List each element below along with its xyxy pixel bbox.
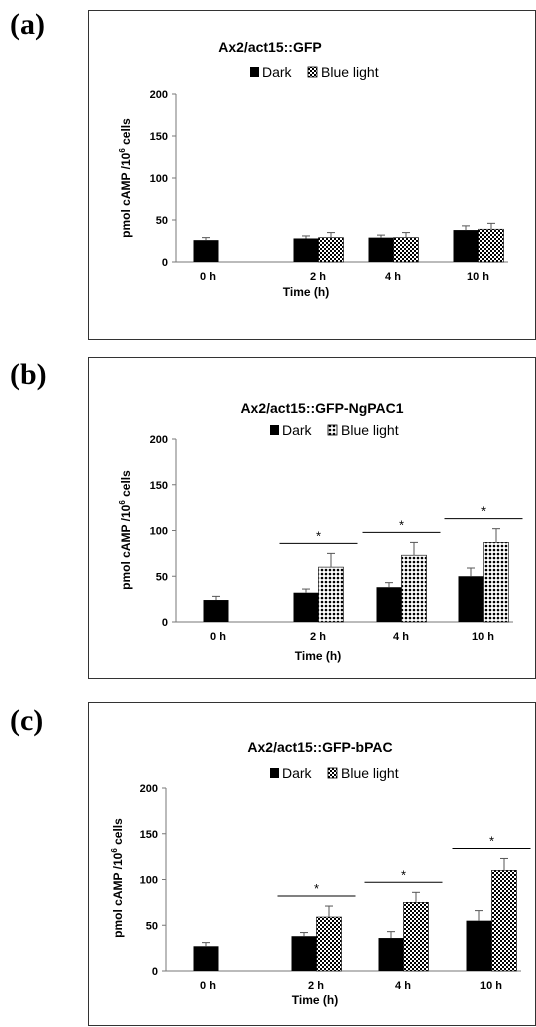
bar-dark (453, 230, 479, 262)
legend-label-dark: Dark (282, 765, 313, 781)
y-tick-label: 200 (150, 434, 168, 446)
x-tick-label: 2 h (308, 980, 324, 992)
y-tick-label: 200 (150, 89, 168, 101)
bar-dark (466, 920, 492, 971)
y-axis-label-main: pmol cAMP /10 (119, 152, 133, 237)
y-tick-label: 150 (150, 480, 168, 492)
significance-star: * (489, 833, 494, 848)
legend-label-blue-light: Blue light (321, 64, 379, 80)
bar-dark (378, 938, 404, 971)
y-tick-label: 150 (140, 829, 158, 841)
x-tick-label: 10 h (472, 631, 494, 643)
x-tick-label: 4 h (395, 980, 411, 992)
bar-blue-light (483, 542, 509, 623)
chart-title: Ax2/act15::GFP-NgPAC1 (240, 400, 403, 416)
y-tick-label: 0 (162, 257, 168, 269)
bar-blue-light (403, 902, 429, 972)
y-tick-label: 50 (146, 920, 158, 932)
bar-blue-light (318, 566, 344, 623)
panel-c-letter: (c) (10, 704, 44, 737)
significance-star: * (401, 867, 406, 882)
bar-dark (291, 936, 317, 971)
x-tick-label: 0 h (210, 631, 226, 643)
x-tick-label: 10 h (467, 271, 489, 283)
x-tick-label: 0 h (200, 271, 216, 283)
y-axis-label-main: pmol cAMP /10 (111, 852, 125, 937)
legend-label-dark: Dark (262, 64, 293, 80)
significance-star: * (314, 881, 319, 896)
y-axis-label: pmol cAMP /106 cells (110, 818, 125, 938)
legend-label-blue-light: Blue light (341, 422, 399, 438)
significance-star: * (316, 528, 321, 543)
panel-a-frame (88, 10, 536, 340)
significance-star: * (481, 504, 486, 519)
y-axis-label-tail: cells (119, 470, 133, 500)
legend-swatch-blue-light (327, 767, 338, 779)
panel-c-frame (88, 702, 536, 1026)
legend-label-blue-light: Blue light (341, 765, 399, 781)
y-tick-label: 100 (150, 173, 168, 185)
x-tick-label: 2 h (310, 271, 326, 283)
x-tick-label: 2 h (310, 631, 326, 643)
y-axis-label-sup: 6 (110, 848, 119, 853)
x-axis-label: Time (h) (283, 285, 329, 299)
x-tick-label: 10 h (480, 980, 502, 992)
panel-a-letter: (a) (10, 8, 45, 41)
bar-dark (203, 600, 229, 622)
bar-blue-light (401, 554, 427, 623)
y-axis-label-tail: cells (111, 818, 125, 848)
x-tick-label: 4 h (385, 271, 401, 283)
significance-star: * (399, 517, 404, 532)
bar-blue-light (393, 237, 419, 263)
bar-blue-light (491, 870, 517, 972)
x-tick-label: 0 h (200, 980, 216, 992)
bar-blue-light (318, 237, 344, 263)
y-tick-label: 100 (140, 875, 158, 887)
x-tick-label: 4 h (393, 631, 409, 643)
legend-label-dark: Dark (282, 422, 313, 438)
y-axis-label-tail: cells (119, 118, 133, 148)
panel-b-frame (88, 357, 536, 679)
y-axis-label-main: pmol cAMP /10 (119, 504, 133, 589)
bar-dark (293, 238, 319, 262)
y-axis-label-sup: 6 (118, 148, 127, 153)
y-tick-label: 150 (150, 131, 168, 143)
panel-b-letter: (b) (10, 358, 47, 391)
y-tick-label: 100 (150, 526, 168, 538)
legend-swatch-dark (250, 67, 259, 77)
chart-title: Ax2/act15::GFP-bPAC (247, 739, 392, 755)
y-axis-label-sup: 6 (118, 500, 127, 505)
legend-swatch-blue-light (327, 424, 338, 436)
y-tick-label: 50 (156, 571, 168, 583)
bar-dark (193, 240, 219, 262)
bar-dark (368, 237, 394, 262)
legend-swatch-dark (270, 425, 279, 435)
x-axis-label: Time (h) (295, 649, 341, 663)
y-tick-label: 50 (156, 215, 168, 227)
y-tick-label: 200 (140, 783, 158, 795)
x-axis-label: Time (h) (292, 993, 338, 1007)
bar-blue-light (316, 916, 342, 972)
bar-dark (193, 946, 219, 971)
bar-dark (376, 587, 402, 622)
y-axis-label: pmol cAMP /106 cells (118, 470, 133, 590)
chart-title: Ax2/act15::GFP (218, 39, 321, 55)
y-axis-label: pmol cAMP /106 cells (118, 118, 133, 238)
legend-swatch-dark (270, 768, 279, 778)
bar-dark (458, 576, 484, 622)
bar-blue-light (478, 228, 504, 263)
y-tick-label: 0 (162, 617, 168, 629)
bar-dark (293, 592, 319, 622)
y-tick-label: 0 (152, 966, 158, 978)
legend-swatch-blue-light (307, 66, 318, 78)
